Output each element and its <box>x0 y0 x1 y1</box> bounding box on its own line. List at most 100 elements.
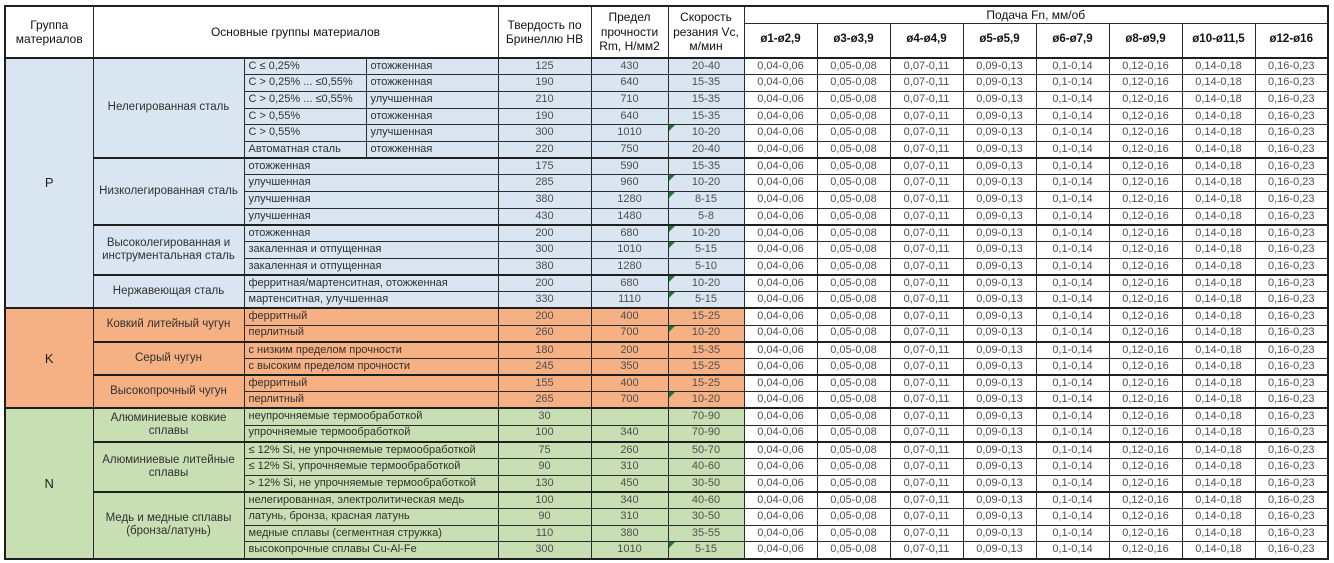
table-row: высокопрочные сплавы Cu-Al-Fe 300 1010 5-15… <box>5 541 1329 560</box>
feed-value: 0,12-0,16 <box>1108 241 1183 259</box>
feed-value: 0,07-0,11 <box>889 391 964 409</box>
material-subtype: улучшенная <box>243 174 499 192</box>
material-subtype: мартенситная, улучшенная <box>243 291 499 309</box>
feed-value: 0,04-0,06 <box>743 391 818 409</box>
feed-value: 0,05-0,08 <box>816 174 891 192</box>
feed-value: 0,1-0,14 <box>1035 74 1110 92</box>
feed-value: 0,1-0,14 <box>1035 174 1110 192</box>
feed-value: 0,09-0,13 <box>962 508 1037 526</box>
feed-value: 0,05-0,08 <box>816 107 891 126</box>
feed-value: 0,07-0,11 <box>889 440 964 459</box>
feed-value: 0,1-0,14 <box>1035 391 1110 409</box>
table-row: Высоколегированная и инструментальная ст… <box>5 223 1329 276</box>
feed-value: 0,12-0,16 <box>1108 273 1183 293</box>
table-row: C > 0,55% отожженная 190 640 15-35 0,04-0,06 0… <box>5 107 1329 126</box>
feed-value: 0,1-0,14 <box>1035 340 1110 359</box>
feed-value: 0,05-0,08 <box>816 524 891 543</box>
feed-value: 0,09-0,13 <box>962 374 1037 393</box>
material-subtype: высокопрочные сплавы Cu-Al-Fe <box>243 541 499 560</box>
feed-value: 0,09-0,13 <box>962 124 1037 142</box>
feed-value: 0,1-0,14 <box>1035 374 1110 393</box>
feed-value: 0,04-0,06 <box>743 458 818 476</box>
vc-value: 70-90 <box>667 407 745 426</box>
material-condition: отожженная <box>365 140 499 159</box>
vc-value: 35-55 <box>667 524 745 543</box>
feed-value: 0,12-0,16 <box>1108 357 1183 376</box>
feed-value: 0,16-0,23 <box>1254 307 1329 326</box>
hb-value: 300 <box>497 124 592 142</box>
hb-value: 265 <box>497 391 592 409</box>
feed-value: 0,09-0,13 <box>962 307 1037 326</box>
feed-value: 0,12-0,16 <box>1108 524 1183 543</box>
feed-value: 0,12-0,16 <box>1108 157 1183 176</box>
feed-value: 0,09-0,13 <box>962 324 1037 343</box>
feed-value: 0,09-0,13 <box>962 524 1037 543</box>
material-subtype: отожженная <box>243 157 499 176</box>
header-brinell-hardness: Твердость по Бринеллю НВ <box>497 5 592 59</box>
rm-value: 640 <box>590 74 669 92</box>
feed-value: 0,12-0,16 <box>1108 541 1183 560</box>
hb-value: 380 <box>497 191 592 209</box>
feed-value: 0,07-0,11 <box>889 140 964 159</box>
rm-value: 340 <box>590 424 669 443</box>
feed-value: 0,14-0,18 <box>1181 223 1256 243</box>
rm-value: 750 <box>590 140 669 159</box>
hb-value: 245 <box>497 357 592 376</box>
feed-value: 0,04-0,06 <box>743 140 818 159</box>
material-block-label: Медь и медные сплавы (бронза/латунь) <box>92 490 245 560</box>
material-subtype: ферритный <box>243 374 499 393</box>
vc-value: 8-15 <box>667 191 745 209</box>
feed-value: 0,12-0,16 <box>1108 307 1183 326</box>
feed-value: 0,12-0,16 <box>1108 458 1183 476</box>
table-row: медные сплавы (сегментная стружка) 110 380… <box>5 524 1329 543</box>
table-row: Медь и медные сплавы (бронза/латунь) неле… <box>5 490 1329 560</box>
feed-value: 0,04-0,06 <box>743 291 818 309</box>
table-row: перлитный 265 700 10-20 0,04-0,06 0,05-0,08 0,… <box>5 391 1329 409</box>
feed-value: 0,04-0,06 <box>743 357 818 376</box>
feed-value: 0,07-0,11 <box>889 191 964 209</box>
feed-value: 0,1-0,14 <box>1035 57 1110 76</box>
material-subtype: упрочняемые термообработкой <box>243 424 499 443</box>
feed-value: 0,05-0,08 <box>816 191 891 209</box>
feed-value: 0,09-0,13 <box>962 357 1037 376</box>
feed-value: 0,12-0,16 <box>1108 391 1183 409</box>
feed-value: 0,14-0,18 <box>1181 273 1256 293</box>
rm-value: 700 <box>590 324 669 343</box>
feed-value: 0,12-0,16 <box>1108 490 1183 510</box>
hb-value: 190 <box>497 107 592 126</box>
feed-value: 0,1-0,14 <box>1035 424 1110 443</box>
table-row: Алюминиевые литейные сплавы ≤ 12% Si, не … <box>5 440 1329 493</box>
rm-value: 260 <box>590 440 669 459</box>
hb-value: 130 <box>497 474 592 493</box>
feed-value: 0,14-0,18 <box>1181 291 1256 309</box>
material-block-label: Серый чугун <box>92 340 245 376</box>
feed-value: 0,12-0,16 <box>1108 324 1183 343</box>
material-block-label: Низколегированная сталь <box>92 157 245 226</box>
feed-value: 0,14-0,18 <box>1181 90 1256 109</box>
vc-value: 5-10 <box>667 257 745 276</box>
feed-value: 0,14-0,18 <box>1181 207 1256 226</box>
feed-value: 0,1-0,14 <box>1035 490 1110 510</box>
header-diameter-range: ø5-ø5,9 <box>962 22 1037 59</box>
feed-value: 0,04-0,06 <box>743 124 818 142</box>
vc-value: 30-50 <box>667 508 745 526</box>
feed-value: 0,14-0,18 <box>1181 407 1256 426</box>
cutting-data-table: Группа материалов Основные группы матери… <box>4 5 1329 560</box>
vc-value: 5-8 <box>667 207 745 226</box>
error-marker-icon <box>669 226 675 232</box>
material-condition: отожженная <box>365 74 499 92</box>
feed-value: 0,05-0,08 <box>816 541 891 560</box>
feed-value: 0,16-0,23 <box>1254 324 1329 343</box>
error-marker-icon <box>669 242 675 249</box>
material-subtype: ферритная/мартенситная, отожженная <box>243 273 499 293</box>
feed-value: 0,12-0,16 <box>1108 474 1183 493</box>
rm-value: 590 <box>590 157 669 176</box>
feed-value: 0,1-0,14 <box>1035 307 1110 326</box>
feed-value: 0,14-0,18 <box>1181 541 1256 560</box>
feed-value: 0,12-0,16 <box>1108 74 1183 92</box>
vc-value: 10-20 <box>667 174 745 192</box>
hb-value: 30 <box>497 407 592 426</box>
vc-value: 5-15 <box>667 541 745 560</box>
table-row: P Нелегированная сталь C ≤ 0,25% отожженная… <box>4 56 1329 309</box>
feed-value: 0,04-0,06 <box>743 541 818 560</box>
